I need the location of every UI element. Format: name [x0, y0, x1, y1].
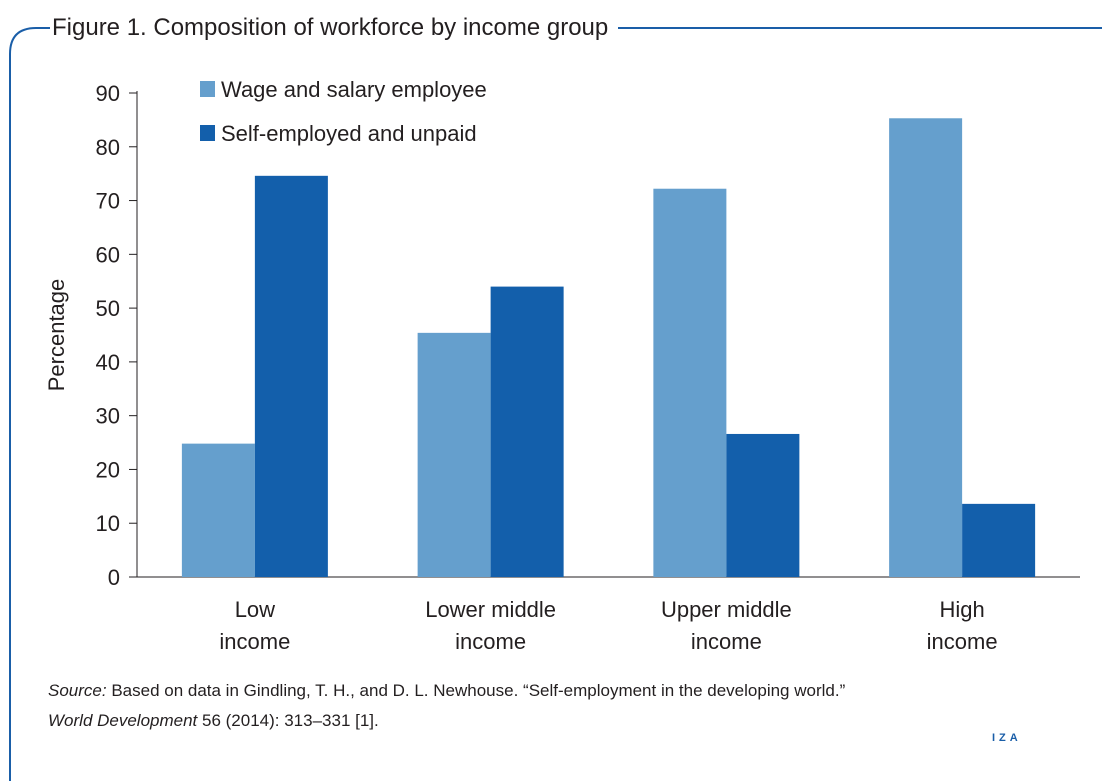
bar: [726, 433, 800, 577]
bar: [254, 175, 328, 577]
figure-title: Figure 1. Composition of workforce by in…: [50, 12, 619, 44]
x-tick-label: High: [940, 597, 985, 622]
legend-swatch: [200, 125, 215, 141]
x-tick-label: Low: [235, 597, 275, 622]
x-tick-label: income: [455, 629, 526, 654]
bar: [181, 443, 255, 577]
x-tick-label: income: [927, 629, 998, 654]
y-tick-label: 40: [96, 350, 120, 375]
legend-swatch: [200, 81, 215, 97]
y-tick-label: 90: [96, 81, 120, 106]
y-tick-label: 20: [96, 457, 120, 482]
bar: [490, 286, 564, 577]
x-tick-label: Upper middle: [661, 597, 792, 622]
source-journal: World Development: [48, 711, 198, 730]
source-text: Based on data in Gindling, T. H., and D.…: [106, 681, 846, 700]
bar: [889, 118, 963, 577]
x-tick-label: income: [219, 629, 290, 654]
bar: [653, 188, 727, 578]
y-tick-label: 70: [96, 189, 120, 214]
y-tick-label: 60: [96, 242, 120, 267]
legend-label: Wage and salary employee: [221, 77, 487, 102]
source-label: Source:: [48, 681, 107, 700]
y-tick-label: 0: [108, 565, 120, 590]
bar: [962, 503, 1036, 577]
bar: [417, 332, 491, 577]
y-axis-label: Percentage: [44, 279, 69, 392]
x-tick-label: Lower middle: [425, 597, 556, 622]
y-tick-label: 50: [96, 296, 120, 321]
source-note: Source: Based on data in Gindling, T. H.…: [48, 676, 1048, 736]
y-tick-label: 10: [96, 511, 120, 536]
x-tick-label: income: [691, 629, 762, 654]
source-citation: 56 (2014): 313–331 [1].: [197, 711, 379, 730]
legend-label: Self-employed and unpaid: [221, 121, 477, 146]
iza-logo: IZA: [992, 732, 1022, 744]
y-tick-label: 30: [96, 404, 120, 429]
frame-border: [9, 27, 1102, 781]
y-tick-label: 80: [96, 135, 120, 160]
